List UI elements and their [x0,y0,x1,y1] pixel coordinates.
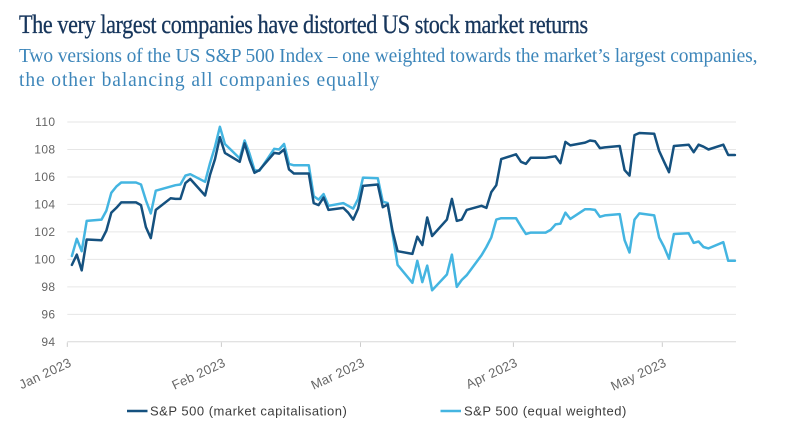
svg-text:S&P 500 (market capitalisation: S&P 500 (market capitalisation) [150,404,347,419]
svg-text:110: 110 [35,115,55,129]
svg-text:104: 104 [34,197,55,211]
svg-text:106: 106 [34,170,55,184]
svg-text:102: 102 [34,225,55,239]
svg-text:96: 96 [41,307,55,321]
svg-text:Jan 2023: Jan 2023 [17,355,74,392]
svg-text:94: 94 [41,335,55,349]
svg-text:108: 108 [34,143,55,157]
svg-text:100: 100 [34,252,55,266]
svg-text:98: 98 [41,280,55,294]
svg-text:Apr 2023: Apr 2023 [463,355,519,392]
svg-text:Mar 2023: Mar 2023 [309,355,367,393]
svg-text:Feb 2023: Feb 2023 [169,355,227,393]
svg-text:S&P 500 (equal weighted): S&P 500 (equal weighted) [464,404,627,419]
svg-text:May 2023: May 2023 [608,355,668,394]
